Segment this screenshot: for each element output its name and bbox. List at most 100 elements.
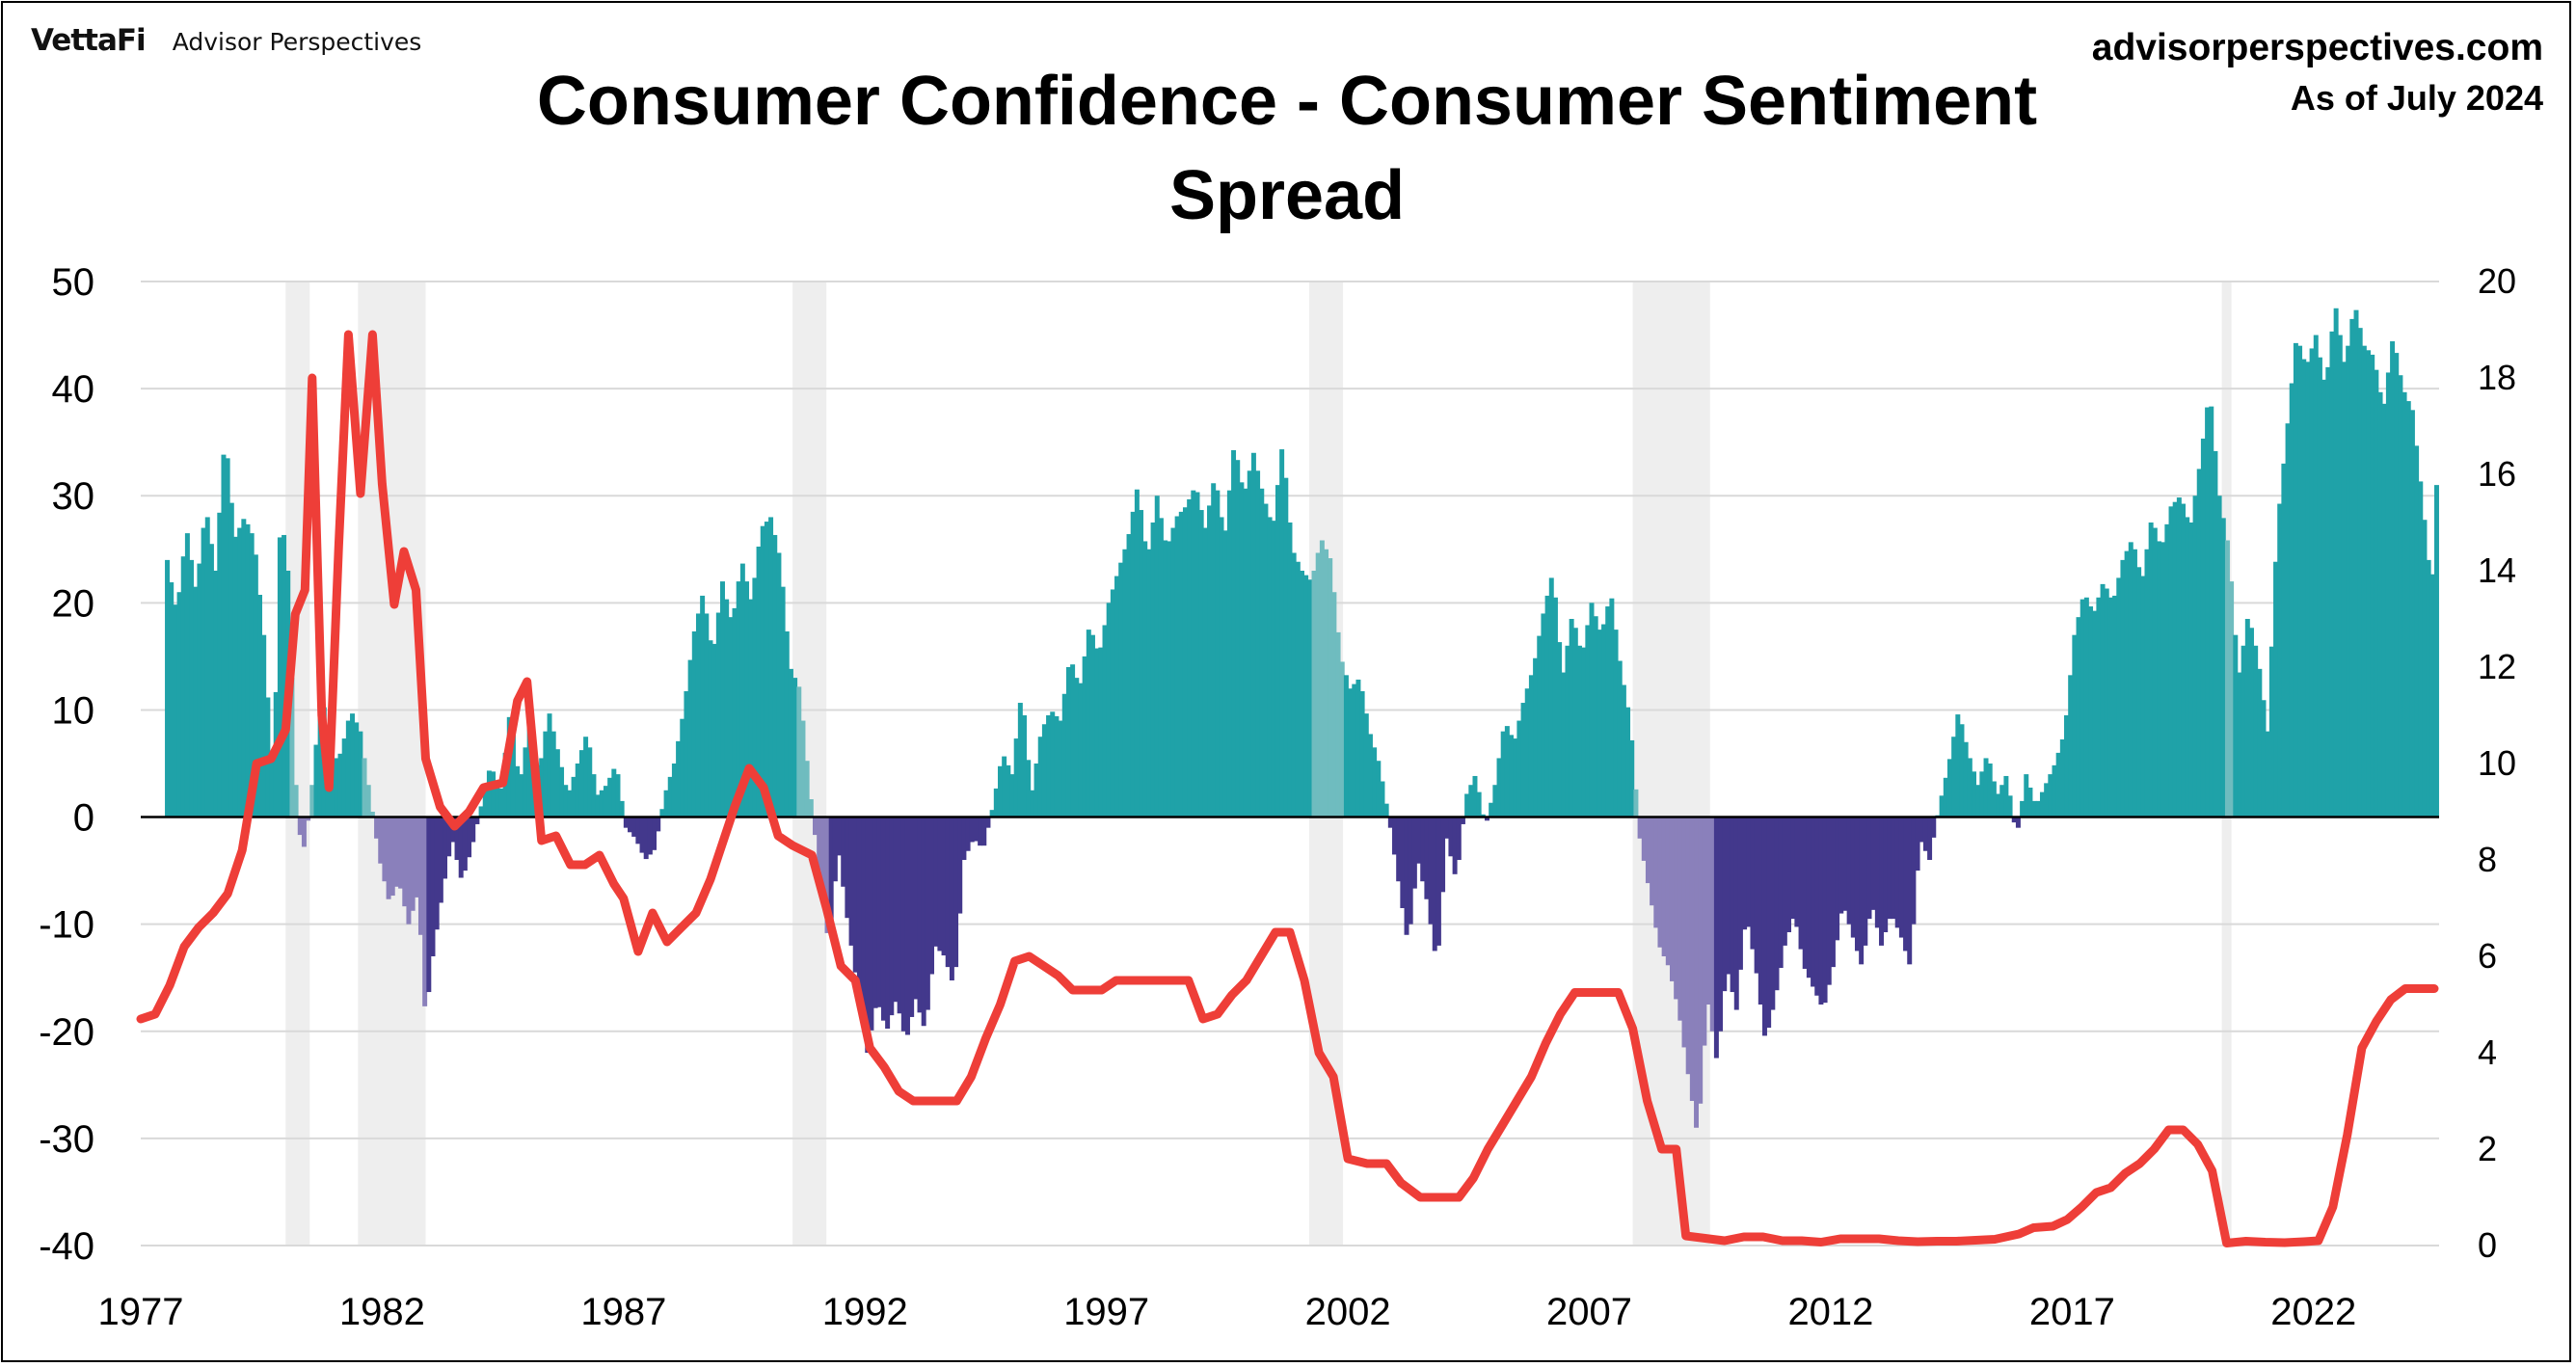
spread-bar bbox=[1931, 817, 1937, 838]
spread-bar bbox=[306, 817, 311, 821]
spread-bar bbox=[362, 758, 367, 818]
spread-bar bbox=[969, 817, 975, 843]
spread-bar bbox=[776, 552, 782, 818]
spread-bar bbox=[2083, 597, 2089, 818]
spread-bar bbox=[193, 586, 199, 818]
site-url[interactable]: advisorperspectives.com bbox=[2091, 27, 2543, 68]
spread-bar bbox=[1866, 817, 1872, 920]
spread-bar bbox=[700, 595, 706, 818]
spread-bar bbox=[1359, 691, 1365, 818]
spread-bar bbox=[1822, 817, 1828, 1004]
spread-bar bbox=[2052, 764, 2057, 818]
right-tick-label: 0 bbox=[2478, 1225, 2497, 1265]
spread-bar bbox=[1489, 802, 1494, 818]
spread-bar bbox=[872, 817, 878, 1008]
spread-bar bbox=[1367, 734, 1373, 818]
spread-bar bbox=[2229, 581, 2235, 818]
spread-bar bbox=[1863, 817, 1868, 946]
spread-bar bbox=[454, 817, 460, 860]
spread-bar bbox=[2390, 341, 2396, 818]
spread-bar bbox=[261, 634, 267, 818]
spread-bar bbox=[563, 785, 569, 818]
spread-bar bbox=[869, 817, 874, 1031]
spread-bar bbox=[1770, 817, 1776, 1010]
spread-bar bbox=[1520, 703, 1526, 818]
spread-bar bbox=[1122, 549, 1128, 818]
spread-bar bbox=[2233, 634, 2239, 818]
right-tick-label: 20 bbox=[2478, 261, 2516, 301]
spread-bar bbox=[1472, 775, 1478, 818]
right-tick-label: 4 bbox=[2478, 1032, 2497, 1072]
spread-bar bbox=[1098, 647, 1104, 818]
spread-bar bbox=[1641, 817, 1647, 861]
spread-bar bbox=[1975, 785, 1981, 818]
spread-bar bbox=[1645, 817, 1650, 884]
spread-bar bbox=[1134, 489, 1140, 818]
spread-bar bbox=[1456, 817, 1462, 860]
spread-bar bbox=[1295, 561, 1301, 818]
spread-bar bbox=[2325, 366, 2331, 818]
spread-bar bbox=[1408, 817, 1413, 925]
spread-bar bbox=[1106, 603, 1112, 818]
spread-bar bbox=[575, 764, 580, 818]
spread-bar bbox=[2157, 541, 2161, 818]
spread-bar bbox=[334, 758, 339, 818]
spread-bar bbox=[1613, 630, 1619, 818]
spread-bar bbox=[204, 517, 210, 818]
spread-bar bbox=[1110, 589, 1115, 818]
spread-bar bbox=[1758, 817, 1763, 1005]
spread-bar bbox=[897, 817, 902, 1014]
spread-bar bbox=[2196, 469, 2202, 818]
spread-bar bbox=[2205, 407, 2211, 818]
spread-bar bbox=[744, 581, 750, 818]
spread-bar bbox=[917, 817, 923, 1013]
spread-bar bbox=[1798, 817, 1804, 950]
spread-bar bbox=[1927, 817, 1933, 860]
spread-bar bbox=[1911, 817, 1917, 925]
spread-bar bbox=[1685, 817, 1691, 1075]
spread-bar bbox=[1811, 817, 1816, 987]
spread-bar bbox=[1681, 817, 1687, 1048]
spread-bar bbox=[1999, 785, 2005, 818]
spread-bar bbox=[1235, 460, 1241, 818]
spread-bar bbox=[817, 817, 822, 871]
spread-bar bbox=[1271, 521, 1276, 818]
spread-bar bbox=[543, 731, 549, 818]
spread-bar bbox=[515, 765, 521, 818]
spread-bar bbox=[784, 630, 790, 818]
spread-bar bbox=[1854, 817, 1860, 952]
spread-bar bbox=[2048, 774, 2053, 818]
spread-bar bbox=[253, 554, 258, 818]
spread-bar bbox=[993, 788, 999, 818]
spread-bar bbox=[1650, 817, 1655, 906]
spread-bar bbox=[341, 738, 347, 818]
spread-bar bbox=[317, 704, 323, 818]
spread-bar bbox=[1387, 817, 1393, 828]
spread-bar bbox=[1955, 714, 1961, 818]
spread-bar bbox=[217, 512, 223, 818]
spread-bar bbox=[1713, 817, 1719, 1059]
left-tick-label: 20 bbox=[52, 582, 95, 625]
spread-bar bbox=[567, 790, 573, 818]
spread-bar bbox=[595, 794, 601, 818]
spread-bar bbox=[2277, 503, 2283, 818]
spread-bar bbox=[599, 790, 604, 818]
spread-bar bbox=[1750, 817, 1756, 950]
left-tick-label: -30 bbox=[39, 1118, 94, 1161]
spread-bar bbox=[1226, 490, 1232, 818]
spread-bar bbox=[1303, 575, 1309, 818]
spread-bar bbox=[1987, 764, 1993, 818]
spread-bar bbox=[981, 817, 987, 846]
spread-bar bbox=[760, 525, 765, 818]
spread-bar bbox=[2064, 715, 2069, 818]
spread-bar bbox=[1967, 758, 1972, 818]
spread-bar bbox=[2353, 309, 2359, 818]
spread-bar bbox=[1170, 527, 1176, 818]
spread-bar bbox=[301, 817, 307, 847]
left-tick-label: 0 bbox=[73, 797, 94, 840]
spread-bar bbox=[2003, 775, 2009, 818]
spread-bar bbox=[1440, 817, 1446, 893]
vettafi-logo[interactable]: VettaFi bbox=[31, 23, 147, 58]
spread-bar bbox=[1625, 707, 1631, 818]
spread-bar bbox=[1114, 576, 1120, 818]
